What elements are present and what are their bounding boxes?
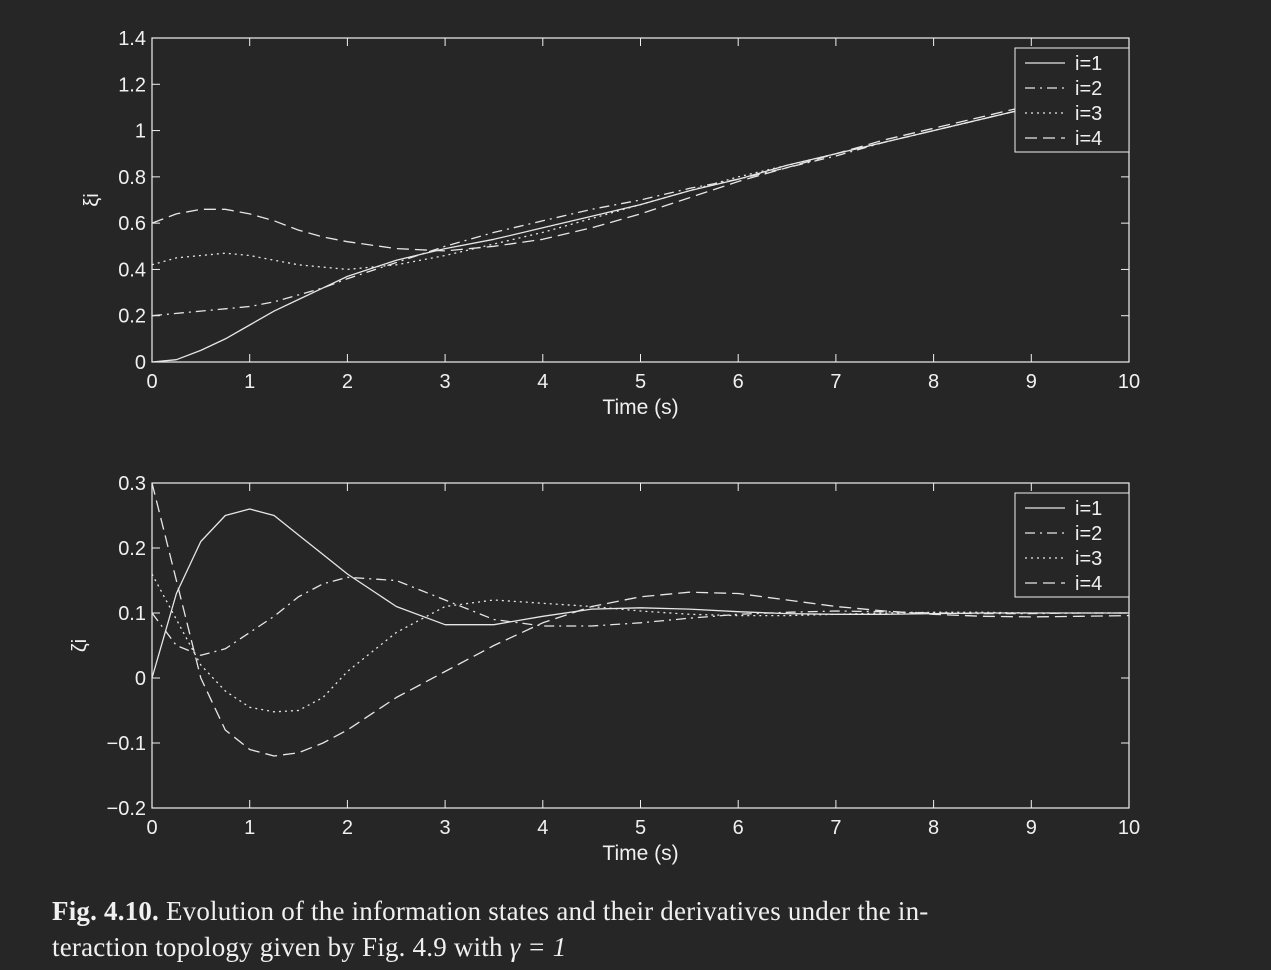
- series-line-i1: [151, 508, 1129, 679]
- legend-label: i=3: [1075, 103, 1102, 125]
- y-tick-label: 0.8: [118, 167, 146, 189]
- x-tick-label: 2: [342, 817, 353, 839]
- y-tick-label: 0.6: [118, 213, 146, 235]
- x-tick-label: 9: [1026, 817, 1037, 839]
- series-line-i1: [151, 83, 1130, 363]
- series-line-i4: [151, 482, 1130, 757]
- plot-frame: [151, 482, 1130, 809]
- legend-label: i=4: [1075, 128, 1102, 150]
- legend-label: i=1: [1075, 53, 1102, 75]
- y-tick-label: 0.4: [118, 259, 146, 281]
- legend-label: i=1: [1075, 498, 1102, 520]
- x-axis-label: Time (s): [602, 842, 678, 865]
- x-tick-label: 1: [244, 371, 255, 393]
- caption-text-line2: teraction topology given by Fig. 4.9 wit…: [52, 932, 503, 962]
- x-tick-label: 7: [830, 817, 841, 839]
- figure-caption: Fig. 4.10. Evolution of the information …: [52, 893, 1172, 965]
- x-tick-label: 6: [733, 371, 744, 393]
- x-tick-label: 6: [733, 817, 744, 839]
- legend-label: i=2: [1075, 523, 1102, 545]
- legend-box: [1014, 492, 1130, 598]
- y-tick-label: 0.2: [118, 538, 146, 560]
- y-tick-label: 0: [135, 668, 146, 690]
- y-axis-label: ζi: [69, 639, 91, 652]
- x-tick-label: 10: [1118, 817, 1140, 839]
- y-tick-label: 0.1: [118, 603, 146, 625]
- x-axis-label: Time (s): [602, 396, 678, 419]
- y-tick-label: −0.2: [107, 798, 146, 820]
- x-tick-label: 3: [440, 371, 451, 393]
- y-tick-label: 0.2: [118, 306, 146, 328]
- series-line-i3: [151, 573, 1129, 713]
- x-tick-label: 4: [537, 817, 548, 839]
- x-tick-label: 7: [830, 371, 841, 393]
- legend-box: [1014, 47, 1130, 153]
- series-line-i2: [151, 576, 1129, 656]
- x-tick-label: 0: [146, 817, 157, 839]
- y-tick-label: 1.2: [118, 74, 146, 96]
- x-tick-label: 4: [537, 371, 548, 393]
- plot-frame: [151, 37, 1130, 363]
- x-tick-label: 9: [1026, 371, 1037, 393]
- series-line-i3: [151, 83, 1130, 271]
- x-tick-label: 5: [635, 817, 646, 839]
- x-tick-label: 5: [635, 371, 646, 393]
- chart-1: 0 1 2 3 4 5 6 7 8 9 10 0 0.2 0.4 0.6 0.8 1 1.2 1.4 Time (s)…: [81, 28, 1140, 419]
- x-tick-label: 2: [342, 371, 353, 393]
- legend-label: i=2: [1075, 78, 1102, 100]
- x-tick-label: 3: [440, 817, 451, 839]
- caption-gamma: γ = 1: [509, 932, 567, 962]
- y-tick-label: 1: [135, 121, 146, 143]
- y-tick-label: −0.1: [107, 733, 146, 755]
- x-tick-label: 1: [244, 817, 255, 839]
- caption-text: Evolution of the information states and …: [165, 896, 929, 926]
- chart-2: 0 1 2 3 4 5 6 7 8 9 10 −0.2 −0.1 0 0.1 0.2 0.3 Time (s) ζi…: [69, 473, 1140, 865]
- x-tick-label: 8: [928, 371, 939, 393]
- y-tick-label: 0: [135, 352, 146, 374]
- x-tick-label: 8: [928, 817, 939, 839]
- x-tick-label: 10: [1118, 371, 1140, 393]
- series-line-i2: [151, 83, 1130, 317]
- y-tick-label: 0.3: [118, 473, 146, 495]
- y-tick-label: 1.4: [118, 28, 146, 50]
- caption-label: Fig. 4.10.: [52, 896, 159, 926]
- x-tick-label: 0: [146, 371, 157, 393]
- legend-label: i=4: [1075, 573, 1102, 595]
- series-line-i4: [151, 83, 1130, 252]
- y-axis-label: ξi: [81, 193, 103, 206]
- legend-label: i=3: [1075, 548, 1102, 570]
